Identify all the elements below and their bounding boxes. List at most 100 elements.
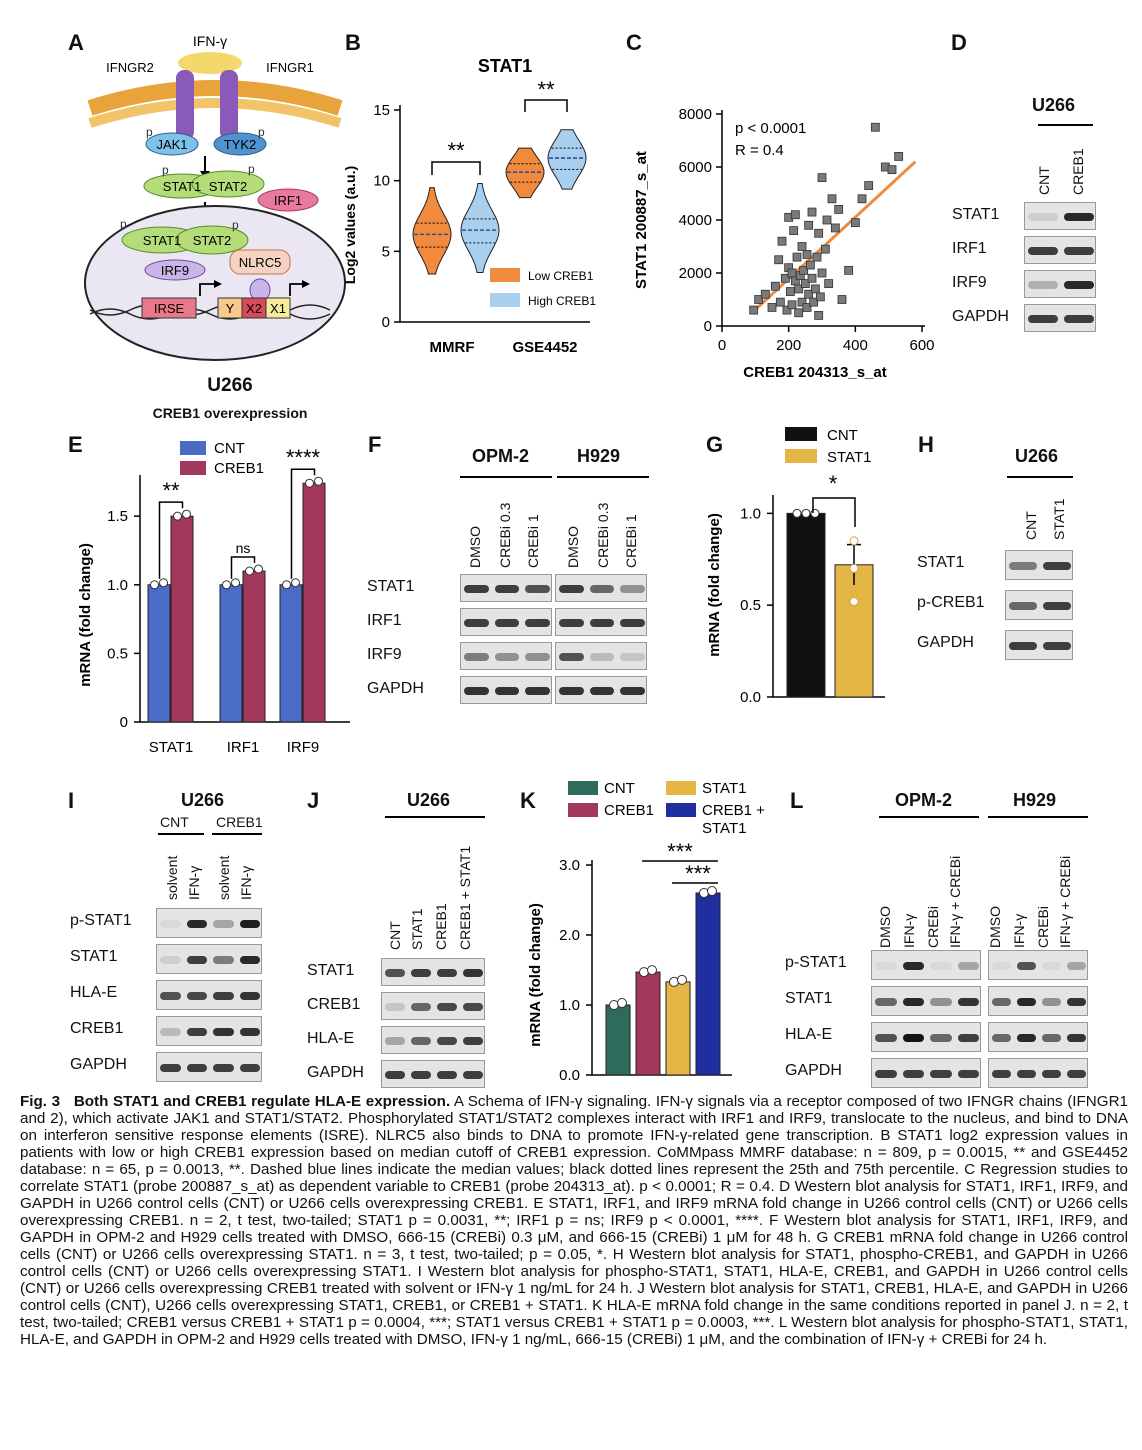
y-label: Y bbox=[226, 301, 235, 316]
blot-strip bbox=[1005, 550, 1073, 580]
scatter-point bbox=[794, 284, 804, 294]
blot-band bbox=[957, 1070, 979, 1078]
scatter-point bbox=[797, 297, 807, 307]
blot-band bbox=[559, 585, 584, 593]
blot-band bbox=[1067, 1034, 1086, 1042]
receptor-1-shape bbox=[220, 70, 238, 140]
y-tick-label: 0 bbox=[382, 314, 390, 331]
blot-cell-label: U266 bbox=[407, 790, 451, 810]
panel-label-e: E bbox=[68, 432, 83, 457]
legend-stat1-swatch bbox=[666, 781, 696, 795]
scatter-point bbox=[777, 236, 787, 246]
blot-band bbox=[1028, 281, 1058, 289]
blot-band bbox=[1017, 998, 1036, 1006]
blot-band bbox=[494, 653, 520, 661]
nlrc5-shape bbox=[229, 249, 291, 275]
blot-band bbox=[437, 1037, 457, 1045]
blot-row-label: STAT1 bbox=[952, 206, 1000, 223]
blot-band bbox=[875, 1070, 897, 1078]
blot-band bbox=[559, 653, 584, 661]
stat1-cyto-label: STAT1 bbox=[163, 179, 202, 194]
legend-high-swatch bbox=[490, 293, 520, 307]
scatter-point bbox=[782, 305, 792, 315]
panel-k-bar-chart: mRNA (fold change) 3.0 2.0 1.0 0.0 CNT CREB… bbox=[527, 780, 765, 1084]
legend-low-label: Low CREB1 bbox=[528, 269, 594, 283]
blot-band bbox=[902, 1070, 924, 1078]
blot-strip bbox=[555, 574, 647, 602]
blot-strip bbox=[555, 642, 647, 670]
lane-label: CNT bbox=[1036, 166, 1052, 195]
lane-label: CREB1 + STAT1 bbox=[457, 845, 473, 950]
blot-band bbox=[437, 1003, 457, 1011]
blot-band bbox=[463, 1037, 483, 1045]
y-tick-label: 0.5 bbox=[107, 645, 128, 662]
violin-mmrf-1 bbox=[460, 182, 500, 274]
blot-band bbox=[930, 998, 952, 1006]
y-tick-label: 2.0 bbox=[559, 927, 580, 944]
y-tick-label: 1.5 bbox=[107, 508, 128, 525]
blot-cell-label: U266 bbox=[1032, 95, 1076, 115]
y-tick-label: 4000 bbox=[679, 212, 712, 229]
scatter-point bbox=[785, 287, 795, 296]
x-label-gse4452: GSE4452 bbox=[512, 339, 577, 356]
panel-f-blot: OPM-2 H929 DMSO CREBi 0.3 CREBi 1 DMSO CREBi… bbox=[365, 440, 665, 710]
ligand-label: IFN-γ bbox=[193, 33, 227, 49]
blot-band bbox=[411, 969, 431, 977]
blot-band bbox=[589, 619, 615, 627]
y-tick-label: 0.0 bbox=[559, 1067, 580, 1084]
blot-band bbox=[589, 687, 615, 695]
blot-band bbox=[1043, 602, 1071, 610]
lane-label: CREBi 1 bbox=[623, 514, 639, 568]
lane-label: STAT1 bbox=[1051, 498, 1067, 541]
replicate-point bbox=[173, 511, 182, 521]
x2-label: X2 bbox=[246, 301, 262, 316]
x-tick-label: STAT1 bbox=[149, 739, 193, 756]
blot-band bbox=[463, 1071, 483, 1079]
blot-strip bbox=[156, 944, 262, 974]
blot-band bbox=[620, 619, 645, 627]
blot-band bbox=[160, 920, 181, 928]
blot-strip bbox=[988, 986, 1088, 1016]
blot-band bbox=[494, 585, 520, 593]
blot-band bbox=[875, 998, 897, 1006]
replicate-point bbox=[231, 578, 240, 588]
replicate-point bbox=[150, 580, 159, 590]
group-label-cnt: CNT bbox=[160, 814, 189, 830]
legend-creb1-swatch bbox=[568, 803, 598, 817]
blot-band bbox=[463, 969, 483, 977]
panel-d-blot: U266 CNT CREB1 STAT1 IRF1 IRF9 GAPDH bbox=[950, 90, 1130, 332]
blot-row-label: p-CREB1 bbox=[917, 594, 985, 611]
blot-band bbox=[992, 1070, 1011, 1078]
blot-band bbox=[160, 956, 181, 964]
scatter-point bbox=[810, 284, 820, 294]
lane-label: IFN-γ + CREBi bbox=[947, 855, 963, 948]
stat2-cyto-shape bbox=[191, 170, 265, 198]
blot-band bbox=[902, 962, 924, 970]
legend-stat1-label: STAT1 bbox=[702, 780, 746, 797]
irf9-label: IRF9 bbox=[161, 263, 189, 278]
scatter-point bbox=[767, 303, 777, 312]
scatter-point bbox=[800, 279, 810, 289]
legend-high-label: High CREB1 bbox=[528, 294, 596, 308]
blot-row-label: IRF1 bbox=[367, 612, 402, 629]
legend-both-label-1: CREB1 + bbox=[702, 802, 765, 819]
lane-label: IFN-γ bbox=[186, 865, 202, 900]
bar-stat1 bbox=[665, 981, 691, 1076]
membrane-outer bbox=[87, 80, 343, 116]
blot-band bbox=[559, 687, 584, 695]
panel-label-j: J bbox=[307, 788, 320, 813]
scatter-point bbox=[807, 207, 817, 217]
panel-c-scatter-chart: STAT1 200887_s_at CREB1 204313_s_at 0 200… bbox=[633, 106, 935, 381]
cell-label-h929: H929 bbox=[577, 446, 621, 466]
legend-stat1-label: STAT1 bbox=[827, 449, 871, 466]
y-tick-label: 3.0 bbox=[559, 857, 580, 874]
blot-strip bbox=[988, 950, 1088, 980]
legend-both-swatch bbox=[666, 803, 696, 817]
replicate-point bbox=[291, 578, 300, 588]
scatter-point bbox=[887, 165, 897, 175]
blot-band bbox=[186, 920, 207, 928]
y-axis-label: STAT1 200887_s_at bbox=[633, 151, 650, 289]
blot-band bbox=[1042, 998, 1061, 1006]
lane-label: CREB1 bbox=[1070, 148, 1086, 195]
y-axis-label: Log2 values (a.u.) bbox=[342, 166, 358, 284]
